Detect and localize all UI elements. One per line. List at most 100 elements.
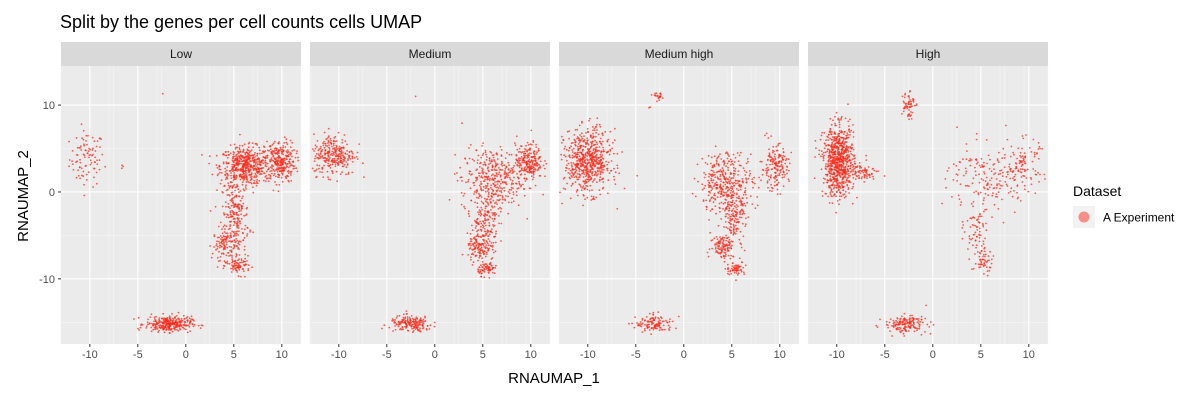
data-point [703, 187, 705, 189]
data-point [495, 166, 497, 168]
data-point [715, 213, 717, 215]
data-point [736, 215, 738, 217]
data-point [600, 167, 602, 169]
data-point [323, 145, 325, 147]
data-point [594, 160, 596, 162]
data-point [509, 192, 511, 194]
data-point [544, 160, 546, 162]
data-point [463, 206, 465, 208]
data-point [228, 162, 230, 164]
data-point [218, 251, 220, 253]
data-point [723, 239, 725, 241]
data-point [722, 185, 724, 187]
data-point [396, 317, 398, 319]
data-point [235, 253, 237, 255]
data-point [572, 162, 574, 164]
data-point [238, 275, 240, 277]
data-point [577, 146, 579, 148]
data-point [336, 171, 338, 173]
data-point [178, 312, 180, 314]
data-point [231, 256, 233, 258]
data-point [250, 182, 252, 184]
data-point [228, 206, 230, 208]
data-point [269, 171, 271, 173]
data-point [237, 221, 239, 223]
data-point [278, 149, 280, 151]
data-point [609, 149, 611, 151]
data-point [239, 240, 241, 242]
data-point [471, 238, 473, 240]
data-point [733, 256, 735, 258]
data-point [763, 169, 765, 171]
data-point [594, 174, 596, 176]
data-point [500, 183, 502, 185]
data-point [493, 252, 495, 254]
data-point [697, 164, 699, 166]
data-point [501, 179, 503, 181]
data-point [226, 225, 228, 227]
data-point [233, 151, 235, 153]
data-point [595, 197, 597, 199]
data-point [461, 176, 463, 178]
data-point [776, 165, 778, 167]
data-point [482, 266, 484, 268]
data-point [481, 201, 483, 203]
data-point [587, 185, 589, 187]
data-point [729, 182, 731, 184]
data-point [609, 145, 611, 147]
data-point [346, 150, 348, 152]
data-point [827, 174, 829, 176]
data-point [243, 149, 245, 151]
data-point [336, 155, 338, 157]
data-point [728, 274, 730, 276]
data-point [533, 177, 535, 179]
data-point [478, 213, 480, 215]
data-point [151, 330, 153, 332]
data-point [771, 190, 773, 192]
data-point [470, 200, 472, 202]
data-point [733, 226, 735, 228]
data-point [601, 154, 603, 156]
data-point [162, 327, 164, 329]
data-point [581, 189, 583, 191]
data-point [122, 166, 124, 168]
data-point [731, 204, 733, 206]
data-point [726, 208, 728, 210]
data-point [730, 159, 732, 161]
data-point [482, 261, 484, 263]
data-point [526, 151, 528, 153]
data-point [245, 225, 247, 227]
data-point [329, 147, 331, 149]
data-point [230, 144, 232, 146]
data-point [232, 202, 234, 204]
data-point [593, 179, 595, 181]
data-point [711, 196, 713, 198]
data-point [729, 239, 731, 241]
data-point [712, 239, 714, 241]
data-point [484, 271, 486, 273]
data-point [725, 165, 727, 167]
data-point [296, 150, 298, 152]
data-point [269, 145, 271, 147]
data-point [762, 174, 764, 176]
data-point [247, 233, 249, 235]
data-point [608, 162, 610, 164]
data-point [508, 168, 510, 170]
data-point [644, 330, 646, 332]
data-point [735, 207, 737, 209]
data-point [740, 152, 742, 154]
data-point [535, 161, 537, 163]
data-point [535, 144, 537, 146]
data-point [147, 321, 149, 323]
data-point [227, 263, 229, 265]
data-point [733, 215, 735, 217]
data-point [511, 172, 513, 174]
data-point [238, 269, 240, 271]
data-point [176, 323, 178, 325]
data-point [256, 155, 258, 157]
data-point [718, 225, 720, 227]
data-point [766, 164, 768, 166]
data-point [494, 225, 496, 227]
data-point [227, 157, 229, 159]
data-point [465, 181, 467, 183]
